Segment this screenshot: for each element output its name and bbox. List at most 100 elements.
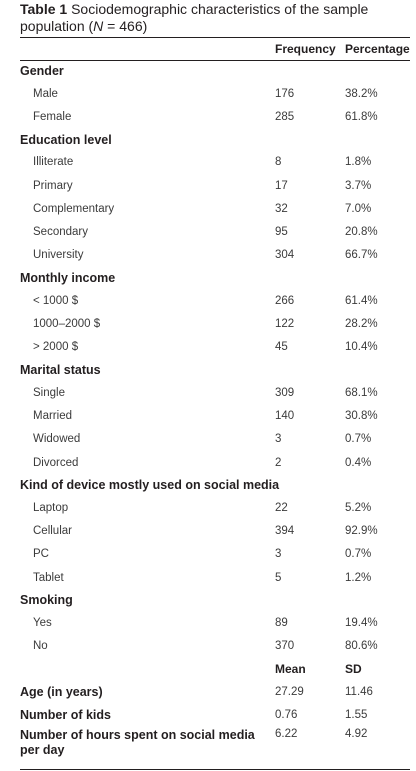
row-label: University bbox=[33, 249, 84, 262]
row-frequency: 370 bbox=[275, 640, 295, 653]
row-percentage: 66.7% bbox=[345, 249, 378, 262]
row-percentage: 28.2% bbox=[345, 318, 378, 331]
stat-sd: 4.92 bbox=[345, 727, 368, 740]
row-frequency: 32 bbox=[275, 202, 288, 215]
row-label: Male bbox=[33, 87, 58, 100]
row-percentage: 61.4% bbox=[345, 294, 378, 307]
row-percentage: 92.9% bbox=[345, 525, 378, 538]
section-header-row: Gender bbox=[20, 60, 410, 82]
row-frequency: 266 bbox=[275, 294, 295, 307]
row-percentage: 19.4% bbox=[345, 616, 378, 629]
row-percentage: 30.8% bbox=[345, 409, 378, 422]
row-percentage: 0.7% bbox=[345, 433, 372, 446]
row-frequency: 309 bbox=[275, 386, 295, 399]
table-row: Widowed 3 0.7% bbox=[20, 428, 410, 451]
section-title: Smoking bbox=[20, 593, 73, 608]
row-frequency: 45 bbox=[275, 341, 288, 354]
row-percentage: 80.6% bbox=[345, 640, 378, 653]
stat-mean: 6.22 bbox=[275, 727, 298, 740]
row-frequency: 2 bbox=[275, 456, 282, 469]
row-percentage: 3.7% bbox=[345, 179, 372, 192]
sample-size-value: = 466) bbox=[103, 18, 148, 34]
row-label: 1000–2000 $ bbox=[33, 318, 101, 331]
row-percentage: 1.2% bbox=[345, 571, 372, 584]
row-percentage: 68.1% bbox=[345, 386, 378, 399]
stat-sd: 11.46 bbox=[345, 685, 373, 698]
row-label: > 2000 $ bbox=[33, 341, 79, 354]
row-frequency: 176 bbox=[275, 87, 295, 100]
row-frequency: 122 bbox=[275, 318, 295, 331]
row-percentage: 5.2% bbox=[345, 501, 372, 514]
section-header-row: Smoking bbox=[20, 589, 410, 611]
stat-sd: 1.55 bbox=[345, 708, 368, 721]
row-frequency: 5 bbox=[275, 571, 282, 584]
row-frequency: 17 bbox=[275, 179, 288, 192]
section-header-row: Education level bbox=[20, 129, 410, 151]
table-row: Cellular 394 92.9% bbox=[20, 519, 410, 542]
table-row: < 1000 $ 266 61.4% bbox=[20, 289, 410, 312]
row-label: Illiterate bbox=[33, 156, 74, 169]
row-frequency: 285 bbox=[275, 110, 295, 123]
header-blank bbox=[20, 38, 275, 60]
row-label: Cellular bbox=[33, 525, 72, 538]
row-percentage: 0.4% bbox=[345, 456, 372, 469]
section-title: Education level bbox=[20, 132, 112, 147]
row-label: Complementary bbox=[33, 202, 115, 215]
row-label: Primary bbox=[33, 179, 73, 192]
table-row: Illiterate 8 1.8% bbox=[20, 151, 410, 174]
stat-mean: 0.76 bbox=[275, 708, 298, 721]
row-frequency: 304 bbox=[275, 249, 295, 262]
table-row: Secondary 95 20.8% bbox=[20, 220, 410, 243]
row-frequency: 3 bbox=[275, 433, 282, 446]
row-frequency: 3 bbox=[275, 548, 282, 561]
row-label: PC bbox=[33, 548, 49, 561]
table-row: No 370 80.6% bbox=[20, 635, 410, 658]
section-title: Marital status bbox=[20, 362, 101, 377]
row-label: Divorced bbox=[33, 456, 79, 469]
section-title: Monthly income bbox=[20, 271, 116, 286]
section-title: Kind of device mostly used on social med… bbox=[20, 478, 280, 493]
table-row: Divorced 2 0.4% bbox=[20, 451, 410, 474]
row-frequency: 95 bbox=[275, 226, 288, 239]
row-frequency: 394 bbox=[275, 525, 295, 538]
header-percentage: Percentage bbox=[345, 42, 410, 56]
header-rule bbox=[20, 60, 410, 61]
table-row: Single 309 68.1% bbox=[20, 381, 410, 404]
row-frequency: 8 bbox=[275, 156, 282, 169]
stat-mean: 27.29 bbox=[275, 685, 304, 698]
table-row: Laptop 22 5.2% bbox=[20, 496, 410, 519]
stat-row: Number of kids 0.76 1.55 bbox=[20, 703, 410, 726]
row-frequency: 140 bbox=[275, 409, 295, 422]
row-label: < 1000 $ bbox=[33, 294, 79, 307]
table-caption: Table 1 Sociodemographic characteristics… bbox=[20, 0, 410, 35]
header-mean: Mean bbox=[275, 661, 306, 676]
stats-header-row: Mean SD bbox=[20, 658, 410, 680]
table-title: Sociodemographic characteristics of the … bbox=[20, 1, 369, 34]
section-header-row: Kind of device mostly used on social med… bbox=[20, 474, 410, 496]
table-row: PC 3 0.7% bbox=[20, 543, 410, 566]
stats-header-blank bbox=[20, 658, 275, 680]
table-row: Yes 89 19.4% bbox=[20, 611, 410, 634]
table-row: Female 285 61.8% bbox=[20, 105, 410, 128]
table-row: Tablet 5 1.2% bbox=[20, 566, 410, 589]
row-percentage: 10.4% bbox=[345, 341, 378, 354]
row-label: Widowed bbox=[33, 433, 81, 446]
row-percentage: 38.2% bbox=[345, 87, 378, 100]
sociodemographic-table: Frequency Percentage Gender Male 176 38.2% F… bbox=[20, 38, 410, 758]
table-row: University 304 66.7% bbox=[20, 244, 410, 267]
row-percentage: 61.8% bbox=[345, 110, 378, 123]
row-percentage: 1.8% bbox=[345, 156, 372, 169]
stat-label: Age (in years) bbox=[20, 684, 103, 699]
table-row: Married 140 30.8% bbox=[20, 404, 410, 427]
sample-size-variable: N bbox=[93, 18, 104, 34]
stat-label: Number of hours spent on social media pe… bbox=[20, 727, 255, 757]
table-body: Gender Male 176 38.2% Female 285 61.8% Educatio… bbox=[20, 60, 410, 758]
table-row: > 2000 $ 45 10.4% bbox=[20, 336, 410, 359]
row-frequency: 22 bbox=[275, 501, 288, 514]
row-label: Yes bbox=[33, 616, 52, 629]
table-row: 1000–2000 $ 122 28.2% bbox=[20, 312, 410, 335]
top-rule bbox=[20, 37, 410, 38]
section-title: Gender bbox=[20, 64, 64, 78]
row-frequency: 89 bbox=[275, 616, 288, 629]
row-label: No bbox=[33, 640, 48, 653]
